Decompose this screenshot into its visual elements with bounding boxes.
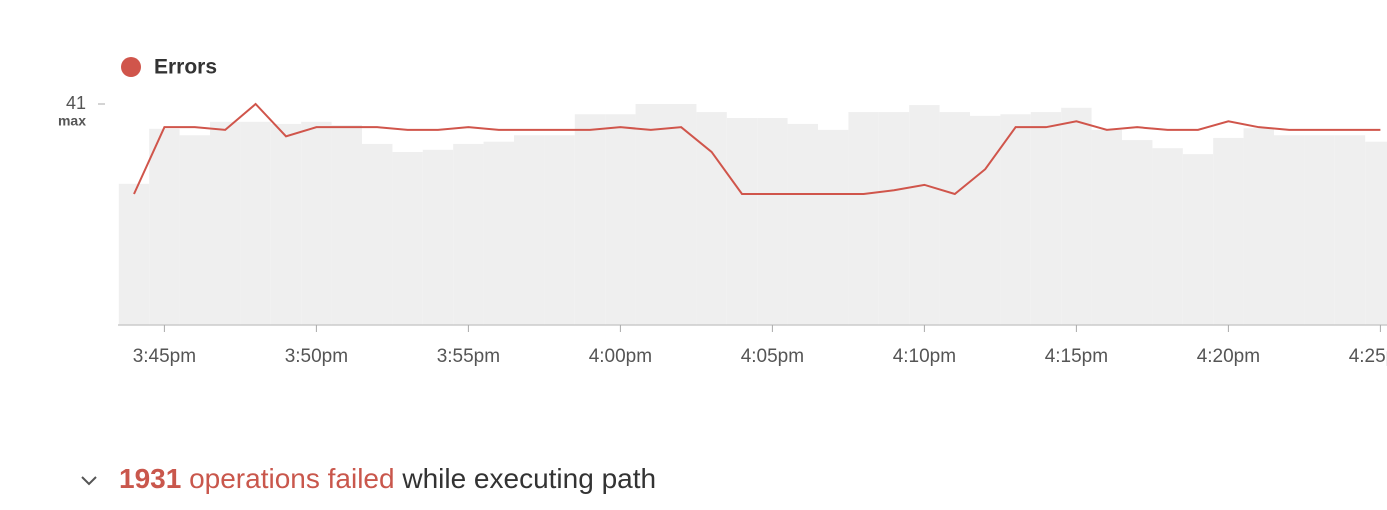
- background-bar: [1243, 128, 1274, 325]
- x-tick-label: 3:50pm: [285, 346, 348, 367]
- background-bar: [544, 135, 575, 325]
- summary[interactable]: 1931 operations failed while executing p…: [119, 463, 656, 494]
- background-bar: [970, 115, 1001, 325]
- chevron-icon[interactable]: [81, 476, 97, 486]
- background-bar: [1334, 135, 1366, 325]
- background-bar: [878, 112, 910, 326]
- background-bar: [848, 112, 879, 326]
- background-bar: [270, 123, 302, 325]
- background-bar: [726, 118, 758, 325]
- x-tick-label: 4:05pm: [741, 346, 804, 367]
- background-bar: [787, 123, 818, 325]
- background-bar: [1061, 107, 1092, 326]
- legend-label: Errors: [154, 56, 217, 79]
- background-bar: [1304, 135, 1335, 325]
- background-bar: [240, 121, 271, 325]
- x-tick-label: 4:10pm: [893, 346, 956, 367]
- background-bar: [483, 141, 514, 325]
- summary-text: while executing path: [401, 463, 656, 494]
- background-bar: [939, 112, 970, 326]
- background-bar: [909, 105, 940, 325]
- background-bar: [605, 114, 636, 326]
- error-line: [133, 102, 1381, 196]
- background-bar: [514, 135, 545, 325]
- x-tick-label: 4:25pm: [1349, 346, 1387, 367]
- legend-swatch: [121, 57, 141, 77]
- background-bar: [179, 135, 210, 325]
- background-bar: [1030, 112, 1062, 326]
- background-bar: [1122, 140, 1153, 325]
- background-bar: [757, 118, 788, 325]
- background-bar: [118, 183, 150, 325]
- background-bar: [696, 112, 727, 326]
- background-bar: [666, 104, 697, 325]
- background-bar: [422, 149, 454, 325]
- background-bar: [635, 104, 666, 325]
- x-tick-label: 4:20pm: [1197, 346, 1260, 367]
- background-bar: [818, 129, 849, 325]
- background-bar: [301, 121, 332, 325]
- fail-count: 1931: [119, 463, 181, 494]
- background-bar: [574, 114, 606, 326]
- background-bar: [1274, 135, 1305, 325]
- x-tick-label: 3:55pm: [437, 346, 500, 367]
- x-tick-label: 4:00pm: [589, 346, 652, 367]
- background-bar: [1152, 148, 1183, 325]
- background-bar: [453, 143, 484, 325]
- background-bar: [362, 143, 393, 325]
- background-bar: [331, 125, 362, 326]
- y-tick-label: 41: [66, 93, 86, 113]
- background-bar: [1213, 137, 1244, 325]
- background-bar: [149, 128, 180, 325]
- x-tick-label: 3:45pm: [133, 346, 196, 367]
- x-tick-label: 4:15pm: [1045, 346, 1108, 367]
- background-bar: [1182, 154, 1214, 325]
- background-bar: [1365, 141, 1387, 325]
- background-bar: [392, 151, 423, 325]
- y-tick-note: max: [58, 113, 86, 129]
- background-bar: [1091, 129, 1122, 325]
- background-bar: [210, 121, 241, 325]
- fail-text: operations failed: [189, 463, 394, 494]
- background-bar: [1000, 114, 1031, 326]
